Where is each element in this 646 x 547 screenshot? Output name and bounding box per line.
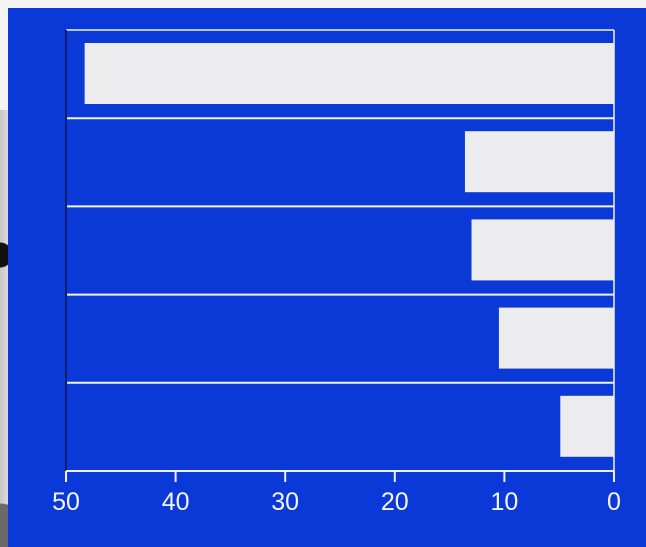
x-tick-label: 20: [381, 488, 409, 516]
x-tick-label: 30: [271, 488, 299, 516]
bar-1: [84, 43, 614, 104]
bar-4: [498, 307, 614, 369]
x-tick-label: 40: [162, 488, 190, 516]
x-tick-label: 10: [490, 488, 518, 516]
x-tick-label: 50: [52, 488, 80, 516]
x-tick-label: 0: [607, 488, 621, 516]
bar-2: [464, 131, 614, 193]
bar-3: [471, 219, 614, 281]
bar-5: [560, 395, 614, 457]
